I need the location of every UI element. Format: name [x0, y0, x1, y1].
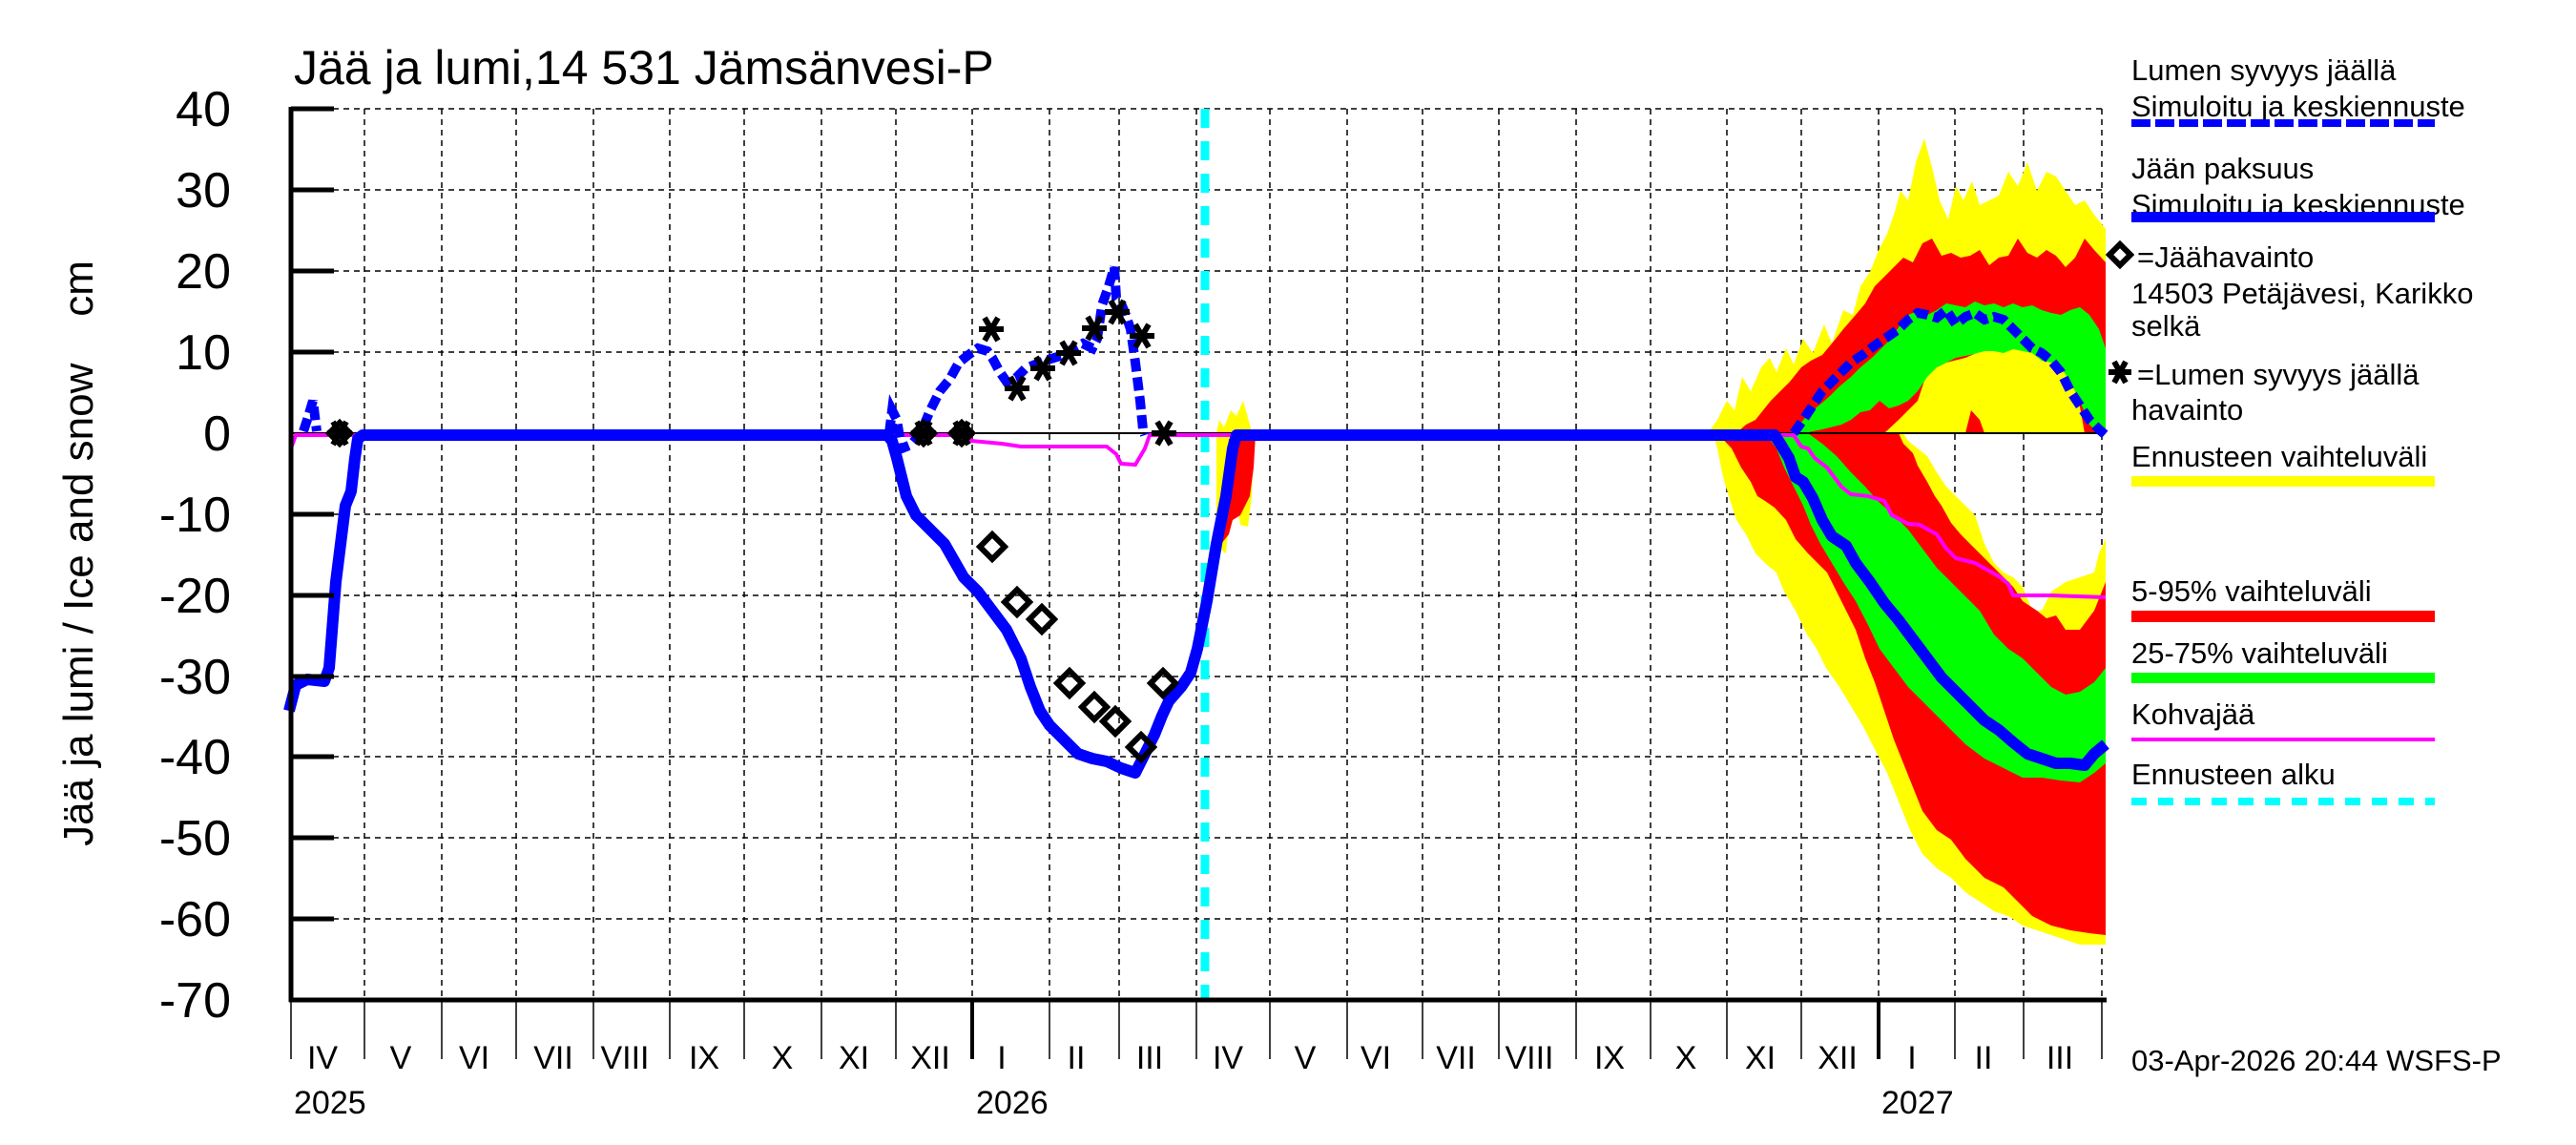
svg-text:VIII: VIII	[600, 1040, 649, 1076]
svg-text:III: III	[1136, 1040, 1163, 1076]
svg-text:III: III	[2046, 1040, 2073, 1076]
footer-timestamp: 03-Apr-2026 20:44 WSFS-P	[2131, 1044, 2502, 1077]
legend-forecast-start: Ennusteen alku	[2131, 758, 2336, 791]
svg-text:-70: -70	[159, 973, 231, 1029]
asterisk-icon	[2109, 360, 2131, 385]
svg-text:II: II	[1068, 1040, 1086, 1076]
svg-text:II: II	[1975, 1040, 1993, 1076]
legend-slush: Kohvajää	[2131, 697, 2255, 731]
y-axis-label: Jää ja lumi / Ice and snow cm	[55, 260, 102, 846]
svg-text:X: X	[1675, 1040, 1697, 1076]
grid-vertical	[364, 109, 2103, 1000]
svg-text:2027: 2027	[1881, 1085, 1954, 1121]
svg-text:I: I	[997, 1040, 1006, 1076]
svg-text:VIII: VIII	[1505, 1040, 1553, 1076]
svg-text:VII: VII	[533, 1040, 573, 1076]
axes-frame	[288, 106, 2107, 1059]
svg-text:V: V	[390, 1040, 412, 1076]
svg-text:-60: -60	[159, 892, 231, 947]
svg-text:0: 0	[203, 406, 231, 462]
svg-text:10: 10	[176, 325, 231, 381]
svg-text:-20: -20	[159, 569, 231, 624]
snow-observation-markers	[327, 299, 1176, 447]
svg-text:20: 20	[176, 244, 231, 300]
legend-range-all-swatch	[2131, 476, 2435, 487]
svg-text:XII: XII	[910, 1040, 950, 1076]
legend-ice-swatch	[2131, 212, 2435, 222]
svg-text:X: X	[772, 1040, 794, 1076]
svg-text:V: V	[1295, 1040, 1317, 1076]
chart-title: Jää ja lumi,14 531 Jämsänvesi-P	[294, 41, 994, 94]
legend-ice-obs: =Jäähavainto	[2137, 240, 2314, 274]
legend-snow-sub: Simuloitu ja keskiennuste	[2131, 90, 2465, 123]
svg-text:2026: 2026	[976, 1085, 1049, 1121]
x-year-labels: 2025 2026 2027	[294, 1085, 1954, 1121]
legend: Lumen syvyys jäällä Simuloitu ja keskien…	[2105, 53, 2473, 805]
svg-text:XI: XI	[839, 1040, 869, 1076]
svg-text:30: 30	[176, 163, 231, 219]
svg-text:2025: 2025	[294, 1085, 366, 1121]
svg-text:-50: -50	[159, 811, 231, 866]
legend-ice-obs-station2: selkä	[2131, 309, 2201, 343]
legend-range-5-95-swatch	[2131, 611, 2435, 622]
svg-text:VII: VII	[1436, 1040, 1476, 1076]
diamond-icon	[2105, 239, 2135, 270]
svg-text:I: I	[1907, 1040, 1916, 1076]
legend-snow-obs2: havainto	[2131, 393, 2243, 427]
svg-text:40: 40	[176, 82, 231, 137]
svg-text:-40: -40	[159, 730, 231, 785]
svg-text:VI: VI	[1361, 1040, 1391, 1076]
svg-text:-10: -10	[159, 488, 231, 543]
legend-slush-swatch	[2131, 738, 2435, 741]
slush-ice-line	[289, 433, 2107, 599]
svg-text:IV: IV	[307, 1040, 338, 1076]
svg-text:-30: -30	[159, 650, 231, 705]
ice-thickness-line	[283, 429, 2109, 779]
ice-observation-markers	[324, 418, 1180, 764]
svg-text:VI: VI	[459, 1040, 489, 1076]
forecast-bands	[1216, 138, 2106, 945]
legend-ice-obs-station: 14503 Petäjävesi, Karikko	[2131, 277, 2473, 310]
svg-text:IV: IV	[1213, 1040, 1243, 1076]
svg-text:IX: IX	[689, 1040, 719, 1076]
legend-range-all: Ennusteen vaihteluväli	[2131, 440, 2427, 473]
svg-text:XII: XII	[1818, 1040, 1858, 1076]
y-tick-labels: 40 30 20 10 0 -10 -20 -30 -40 -50 -60 -7…	[159, 82, 231, 1029]
legend-ice-title: Jään paksuus	[2131, 152, 2314, 185]
legend-snow-title: Lumen syvyys jäällä	[2131, 53, 2397, 87]
svg-text:IX: IX	[1594, 1040, 1625, 1076]
legend-range-25-75: 25-75% vaihteluväli	[2131, 636, 2388, 670]
legend-range-25-75-swatch	[2131, 673, 2435, 683]
legend-range-5-95: 5-95% vaihteluväli	[2131, 574, 2372, 608]
svg-text:XI: XI	[1745, 1040, 1776, 1076]
x-month-labels: IV V VI VII VIII IX X XI XII I II III IV…	[307, 1040, 2073, 1076]
legend-snow-obs: =Lumen syvyys jäällä	[2137, 358, 2420, 391]
